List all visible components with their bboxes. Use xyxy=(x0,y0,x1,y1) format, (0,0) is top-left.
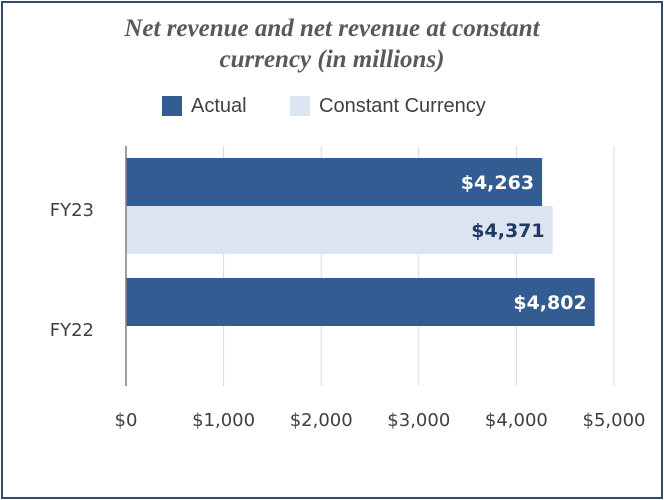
legend-swatch-actual xyxy=(162,96,182,116)
data-label: $4,371 xyxy=(471,220,544,242)
legend-item-actual: Actual xyxy=(162,92,247,120)
x-tick-label: $3,000 xyxy=(387,410,450,431)
legend-label-constant-currency: Constant Currency xyxy=(319,94,486,117)
legend-swatch-constant-currency xyxy=(290,96,310,116)
category-label: FY23 xyxy=(50,200,94,221)
bar xyxy=(126,206,553,254)
x-tick-label: $5,000 xyxy=(583,410,646,431)
legend-item-constant-currency: Constant Currency xyxy=(290,92,486,120)
x-tick-label: $2,000 xyxy=(290,410,353,431)
data-label: $4,802 xyxy=(513,292,586,314)
x-tick-label: $0 xyxy=(115,410,138,431)
chart-title: Net revenue and net revenue at constant … xyxy=(0,13,664,75)
chart-title-line-1: Net revenue and net revenue at constant xyxy=(124,15,540,42)
bar xyxy=(126,158,543,206)
legend-label-actual: Actual xyxy=(191,94,247,117)
x-tick-label: $4,000 xyxy=(485,410,548,431)
category-label: FY22 xyxy=(50,320,94,341)
chart-title-line-2: currency (in millions) xyxy=(219,46,445,73)
x-tick-label: $1,000 xyxy=(192,410,255,431)
data-label: $4,263 xyxy=(461,172,534,194)
chart-legend: Actual Constant Currency xyxy=(0,92,664,120)
bar xyxy=(126,278,595,326)
